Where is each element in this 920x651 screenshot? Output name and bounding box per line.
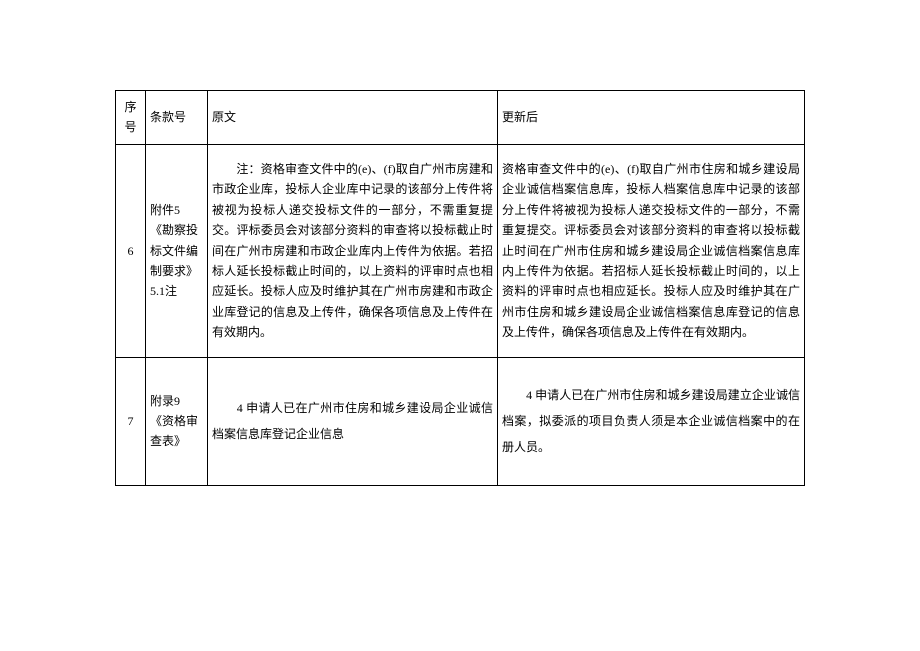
header-seq: 序号 bbox=[116, 91, 146, 145]
cell-updated: 资格审查文件中的(e)、(f)取自广州市住房和城乡建设局企业诚信档案信息库，投标… bbox=[498, 144, 805, 357]
document-page: 序号 条款号 原文 更新后 6 附件5《勘察投标文件编制要求》5.1注 注：资格… bbox=[0, 0, 920, 651]
cell-seq: 7 bbox=[116, 357, 146, 485]
cell-clause: 附录9《资格审查表》 bbox=[146, 357, 208, 485]
cell-original: 注：资格审查文件中的(e)、(f)取自广州市房建和市政企业库，投标人企业库中记录… bbox=[208, 144, 498, 357]
cell-seq: 6 bbox=[116, 144, 146, 357]
header-original: 原文 bbox=[208, 91, 498, 145]
header-clause: 条款号 bbox=[146, 91, 208, 145]
cell-original: 4 申请人已在广州市住房和城乡建设局企业诚信档案信息库登记企业信息 bbox=[208, 357, 498, 485]
header-updated: 更新后 bbox=[498, 91, 805, 145]
cell-clause: 附件5《勘察投标文件编制要求》5.1注 bbox=[146, 144, 208, 357]
cell-updated: 4 申请人已在广州市住房和城乡建设局建立企业诚信档案，拟委派的项目负责人须是本企… bbox=[498, 357, 805, 485]
table-header-row: 序号 条款号 原文 更新后 bbox=[116, 91, 805, 145]
table-row: 6 附件5《勘察投标文件编制要求》5.1注 注：资格审查文件中的(e)、(f)取… bbox=[116, 144, 805, 357]
amendment-table: 序号 条款号 原文 更新后 6 附件5《勘察投标文件编制要求》5.1注 注：资格… bbox=[115, 90, 805, 486]
table-row: 7 附录9《资格审查表》 4 申请人已在广州市住房和城乡建设局企业诚信档案信息库… bbox=[116, 357, 805, 485]
